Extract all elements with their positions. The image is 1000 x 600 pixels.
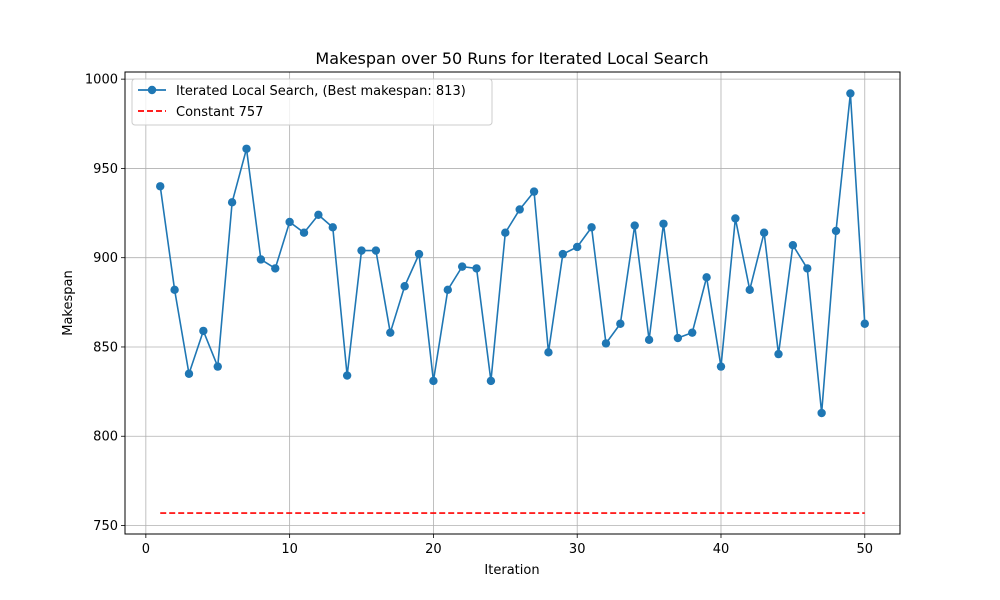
data-point-ils — [817, 408, 826, 418]
data-point-ils — [314, 210, 323, 220]
data-point-ils — [400, 282, 409, 291]
y-tick-label: 1000 — [85, 73, 118, 88]
data-point-ils — [256, 255, 266, 264]
legend-box — [131, 78, 493, 126]
data-point-ils — [688, 328, 697, 337]
x-tick-label: 40 — [713, 542, 730, 557]
data-point-ils — [702, 273, 711, 282]
data-point-ils — [673, 333, 683, 343]
data-point-ils — [558, 249, 568, 259]
y-tick-label: 900 — [93, 251, 118, 266]
data-point-ils — [472, 264, 481, 273]
data-point-ils — [788, 240, 798, 250]
x-axis-label: Iteration — [484, 563, 539, 578]
data-point-ils — [299, 228, 309, 237]
data-point-ils — [515, 205, 524, 214]
data-point-ils — [587, 223, 596, 232]
data-point-ils — [271, 264, 280, 273]
data-point-ils — [529, 187, 539, 196]
data-point-ils — [860, 319, 869, 328]
data-point-ils — [846, 89, 855, 98]
data-point-ils — [659, 219, 668, 228]
x-tick-label: 50 — [856, 542, 873, 557]
series-line-ils — [159, 92, 866, 414]
data-point-ils — [745, 285, 754, 295]
data-point-ils — [170, 285, 179, 295]
x-tick-label: 20 — [425, 542, 442, 557]
legend: Iterated Local Search, (Best makespan: 8… — [131, 78, 493, 126]
data-point-ils — [285, 217, 294, 227]
data-point-ils — [644, 335, 654, 345]
data-point-ils — [803, 264, 812, 273]
data-point-ils — [774, 349, 783, 359]
data-point-ils — [601, 339, 611, 348]
data-point-ils — [342, 371, 352, 380]
data-point-ils — [184, 369, 194, 378]
data-point-ils — [414, 249, 424, 259]
plot-frame — [124, 71, 901, 535]
data-point-ils — [371, 246, 381, 255]
data-point-ils — [242, 144, 251, 153]
data-point-ils — [486, 376, 496, 386]
data-point-ils — [616, 319, 625, 328]
series-layer — [156, 89, 869, 514]
legend-marker-swatch-ils — [147, 85, 157, 95]
data-point-ils — [831, 226, 841, 236]
x-tick-label: 0 — [142, 542, 150, 557]
data-point-ils — [357, 246, 366, 255]
y-axis-label: Makespan — [61, 270, 76, 335]
data-point-ils — [501, 228, 510, 237]
data-point-ils — [386, 328, 395, 337]
y-tick-label: 750 — [93, 519, 118, 534]
data-point-ils — [443, 285, 452, 295]
data-point-ils — [457, 262, 467, 271]
grid — [125, 72, 900, 534]
data-point-ils — [156, 182, 165, 191]
data-point-ils — [544, 348, 553, 357]
axes: 0 10 20 30 40 50 750 800 850 900 950 1000 — [85, 73, 873, 557]
data-point-ils — [630, 221, 639, 230]
data-point-ils — [227, 198, 237, 207]
y-tick-label: 800 — [93, 430, 118, 445]
data-point-ils — [328, 223, 337, 232]
y-tick-label: 850 — [93, 340, 118, 355]
legend-label-ils: Iterated Local Search, (Best makespan: 8… — [176, 84, 466, 99]
y-tick-label: 950 — [93, 162, 118, 177]
data-point-ils — [759, 228, 769, 237]
data-point-ils — [429, 376, 438, 386]
data-point-ils — [199, 326, 208, 336]
chart-title: Makespan over 50 Runs for Iterated Local… — [315, 49, 708, 68]
legend-label-constant: Constant 757 — [176, 105, 263, 120]
x-tick-label: 30 — [569, 542, 586, 557]
data-point-ils — [213, 362, 222, 371]
data-point-ils — [573, 242, 582, 252]
data-point-ils — [731, 214, 740, 223]
x-tick-label: 10 — [281, 542, 298, 557]
data-point-ils — [716, 362, 726, 371]
